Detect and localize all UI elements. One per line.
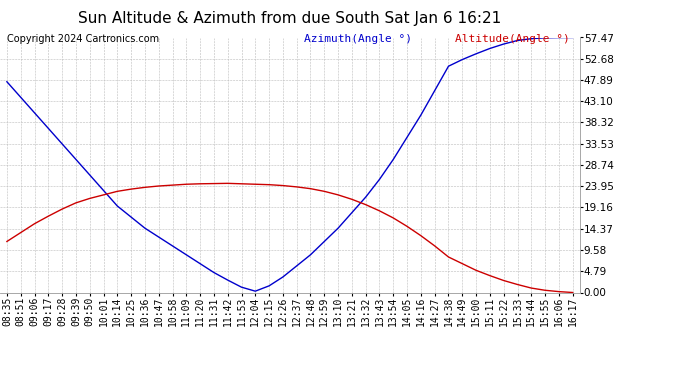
Text: Altitude(Angle °): Altitude(Angle °): [455, 34, 570, 44]
Text: Sun Altitude & Azimuth from due South Sat Jan 6 16:21: Sun Altitude & Azimuth from due South Sa…: [78, 11, 502, 26]
Text: Copyright 2024 Cartronics.com: Copyright 2024 Cartronics.com: [7, 34, 159, 44]
Text: Azimuth(Angle °): Azimuth(Angle °): [304, 34, 412, 44]
